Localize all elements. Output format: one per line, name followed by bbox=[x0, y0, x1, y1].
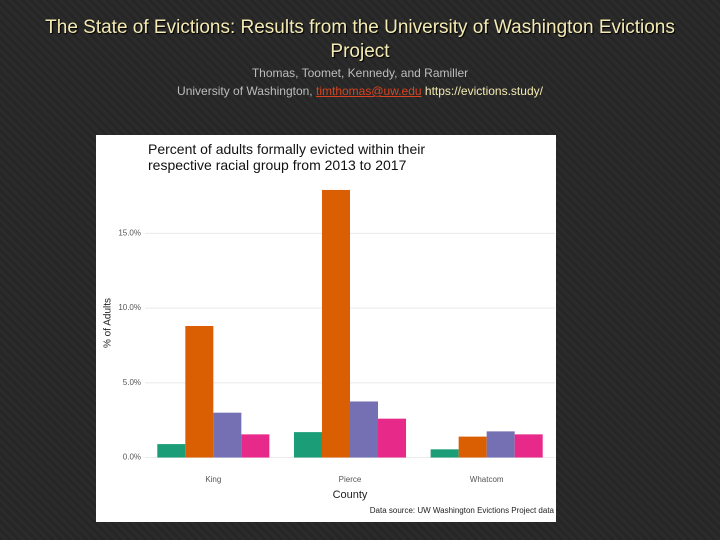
y-tick-label: 10.0% bbox=[118, 303, 141, 312]
chart-title: Percent of adults formally evicted withi… bbox=[148, 141, 426, 173]
bar bbox=[430, 449, 459, 458]
authors: Thomas, Toomet, Kennedy, and Ramiller bbox=[251, 66, 469, 80]
bar bbox=[241, 434, 270, 458]
bar bbox=[350, 401, 379, 458]
x-tick-label: Pierce bbox=[339, 475, 362, 484]
chart: Percent of adults formally evicted withi… bbox=[96, 135, 556, 522]
bar bbox=[486, 431, 515, 458]
subtitle: Thomas, Toomet, Kennedy, and Ramiller Un… bbox=[20, 64, 700, 100]
affiliation-line: University of Washington, timthomas@uw.e… bbox=[20, 82, 700, 100]
bar bbox=[157, 444, 186, 458]
x-axis-title: County bbox=[333, 489, 368, 501]
y-tick-label: 5.0% bbox=[123, 378, 141, 387]
email-link[interactable]: timthomas@uw.edu bbox=[315, 84, 422, 98]
bar bbox=[213, 412, 242, 458]
bar bbox=[321, 189, 350, 458]
y-axis-title: % of Adults bbox=[103, 298, 114, 348]
bar bbox=[378, 418, 407, 458]
bar bbox=[514, 434, 543, 458]
bar bbox=[293, 432, 322, 458]
y-tick-label: 0.0% bbox=[123, 453, 141, 462]
bar bbox=[185, 325, 214, 458]
url[interactable]: https://evictions.study/ bbox=[424, 84, 543, 98]
slide-title: The State of Evictions: Results from the… bbox=[45, 17, 675, 62]
affiliation: University of Washington, bbox=[177, 84, 313, 98]
plot: 0.0% 5.0% 10.0% 15.0% King Pierce Whatcom Count… bbox=[103, 189, 555, 515]
y-tick-label: 15.0% bbox=[118, 228, 141, 237]
caption: Data source: UW Washington Evictions Pro… bbox=[370, 506, 555, 515]
x-tick-label: Whatcom bbox=[470, 475, 504, 484]
bar bbox=[458, 436, 487, 458]
x-tick-label: King bbox=[205, 475, 221, 484]
